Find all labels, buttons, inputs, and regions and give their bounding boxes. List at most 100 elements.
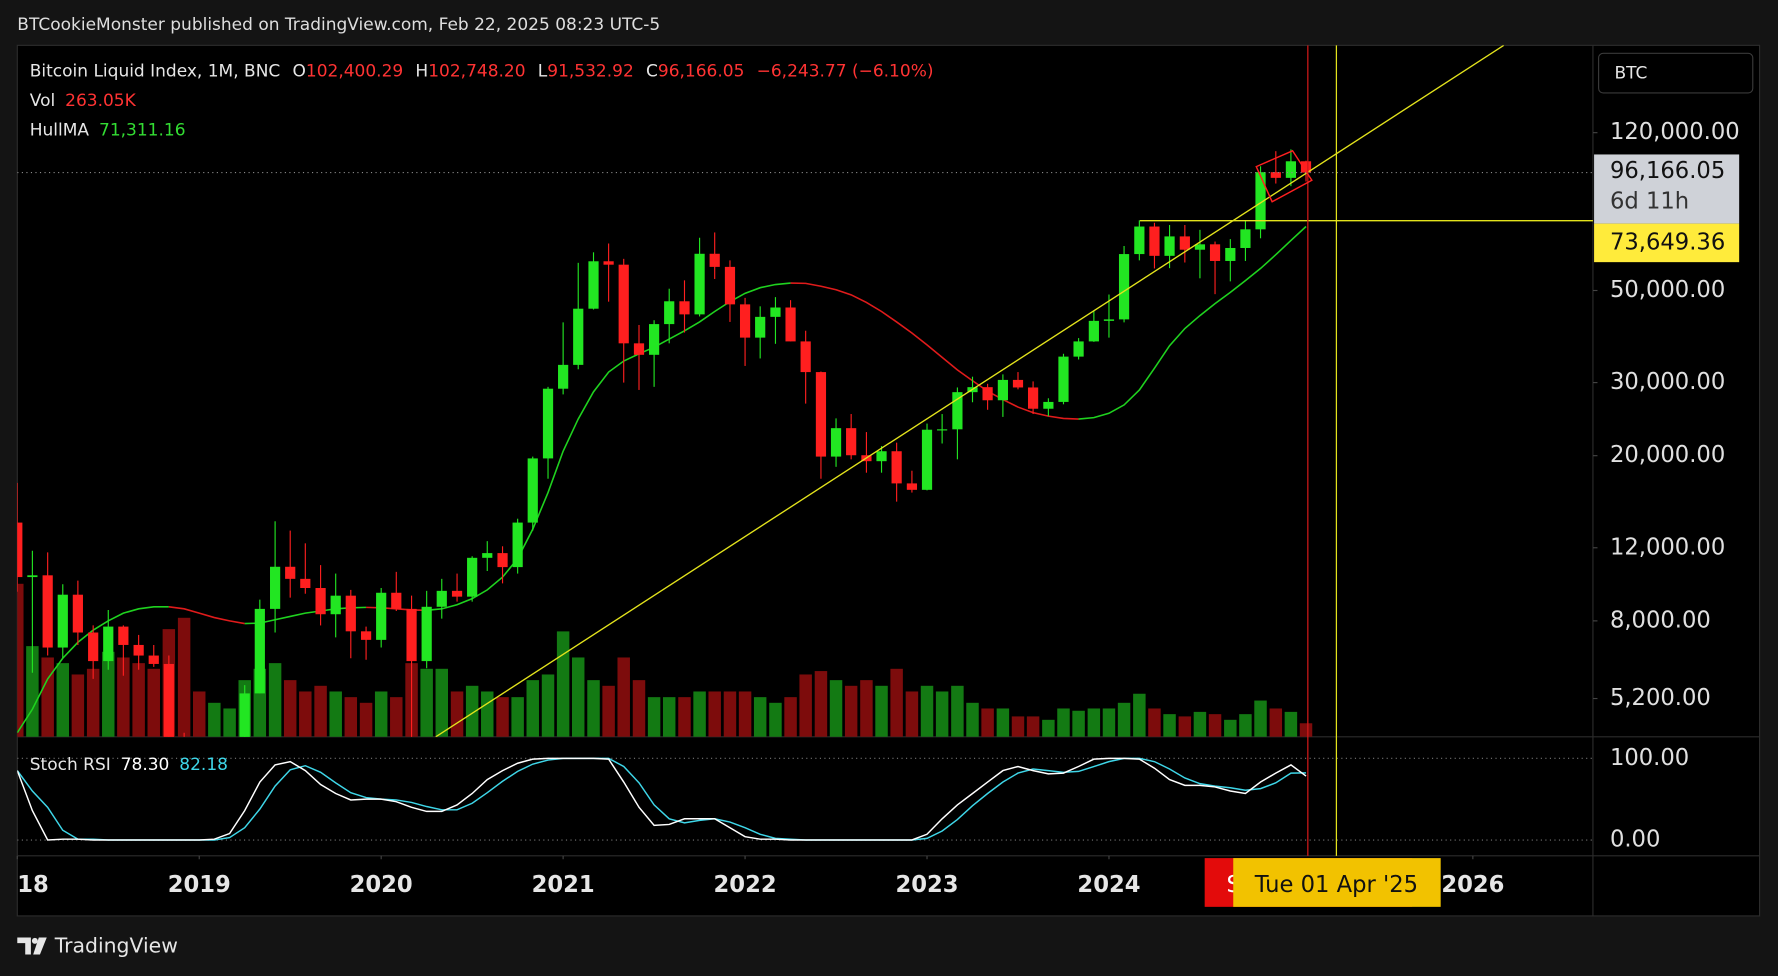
volume-bar (1042, 719, 1055, 737)
volume-bar (1239, 714, 1252, 737)
symbol[interactable]: BTC (1614, 64, 1647, 84)
volume-bar (1087, 708, 1101, 737)
volume-bar (541, 674, 555, 737)
candle-body (270, 566, 281, 609)
volume-bar (420, 668, 433, 737)
candle-body (573, 308, 584, 365)
chart-area (16, 44, 1761, 917)
candle-body (1027, 387, 1039, 409)
volume-bar (1284, 711, 1298, 737)
volume-legend: Vol 263.05K (30, 91, 137, 111)
candle-body (694, 253, 705, 315)
volume-bar (192, 691, 206, 737)
candle-body (103, 626, 114, 662)
x-tick-label: 2023 (895, 872, 958, 898)
volume-bar (617, 657, 630, 737)
candle-body (1164, 236, 1175, 256)
volume-bar (769, 702, 782, 737)
legend-value: 263.05K (65, 91, 136, 111)
ohlc-legend: Bitcoin Liquid Index, 1M, BNC O102,400.2… (30, 61, 934, 81)
volume-bar (1224, 719, 1237, 737)
candle-body (1194, 244, 1206, 250)
candle-body (527, 458, 538, 523)
volume-bar (571, 657, 585, 737)
candle-body (739, 304, 751, 338)
candle-body (467, 557, 478, 597)
y-tick-label: 20,000.00 (1610, 442, 1725, 468)
volume-bar (1193, 711, 1207, 737)
candle-body (1088, 320, 1099, 342)
candle-body (1073, 341, 1084, 357)
x-tick-label: 2019 (168, 872, 231, 898)
logo-part (17, 937, 31, 955)
legend-key: Vol (30, 91, 55, 111)
volume-bar (905, 691, 919, 737)
hull-legend: HullMA 71,311.16 (30, 120, 186, 140)
volume-bar (844, 685, 858, 737)
candle-body (633, 343, 645, 355)
candle-body (436, 590, 447, 607)
volume-bar (738, 691, 752, 737)
volume-bar (147, 668, 160, 737)
volume-bar (329, 691, 342, 737)
volume-bar (920, 685, 934, 737)
volume-bar (1299, 723, 1313, 737)
candle-body (664, 301, 675, 325)
candle-body (148, 655, 159, 664)
candle-body (846, 428, 857, 456)
volume-bar (799, 674, 812, 737)
volume-bar (875, 685, 888, 737)
volume-bar (526, 680, 539, 737)
candle-body (542, 388, 554, 459)
drawn-rectangle (1255, 149, 1313, 203)
price-pane (17, 45, 1593, 737)
candle-body (391, 592, 402, 609)
candle-body (133, 644, 144, 656)
legend-key: Stoch RSI (30, 755, 111, 775)
candle-body (1270, 172, 1281, 178)
candle-body (406, 608, 417, 662)
hline-label: 73,649.36 (1610, 229, 1725, 255)
volume-bar (86, 668, 100, 737)
candle-body (1300, 161, 1312, 173)
candle-body (1043, 401, 1054, 409)
candle-body (1209, 244, 1221, 261)
candle-body (27, 575, 38, 578)
volume-bar (299, 691, 312, 737)
volume-bar (1254, 700, 1267, 737)
volume-bar (951, 685, 964, 737)
legend-value: 102,400.29 (306, 61, 403, 81)
candle-body (952, 392, 963, 430)
volume-bar (177, 617, 191, 737)
stoch-d-line (17, 757, 1307, 841)
candle-body (679, 301, 690, 315)
legend-title: Bitcoin Liquid Index, 1M, BNC (30, 61, 281, 81)
volume-bar (132, 663, 145, 737)
stoch-tick-label: 100.00 (1610, 745, 1689, 771)
volume-bar (1057, 708, 1070, 737)
x-tick-label: 18 (17, 872, 49, 898)
last-price-label: 96,166.05 (1610, 158, 1725, 184)
volume-bar (996, 708, 1010, 737)
volume-bar (56, 663, 70, 737)
candle-body (512, 522, 523, 568)
candle-body (755, 316, 766, 338)
symbol-box[interactable] (1598, 52, 1754, 94)
candle-body (17, 522, 23, 578)
candle-body (72, 594, 83, 633)
logo-part (31, 937, 38, 944)
candle-body (300, 578, 311, 589)
volume-bar (1026, 716, 1040, 737)
candle-body (376, 592, 387, 640)
volume-bar (359, 702, 373, 737)
legend-key: C (646, 61, 658, 81)
candle-body (1118, 254, 1130, 320)
volume-bar (1163, 714, 1176, 737)
volume-bar (344, 697, 358, 737)
y-tick-label: 30,000.00 (1610, 369, 1725, 395)
candle-body (330, 595, 341, 615)
volume-bar (1133, 693, 1146, 737)
volume-bar (465, 685, 479, 737)
volume-bar (829, 680, 843, 737)
candle-body (891, 451, 902, 484)
